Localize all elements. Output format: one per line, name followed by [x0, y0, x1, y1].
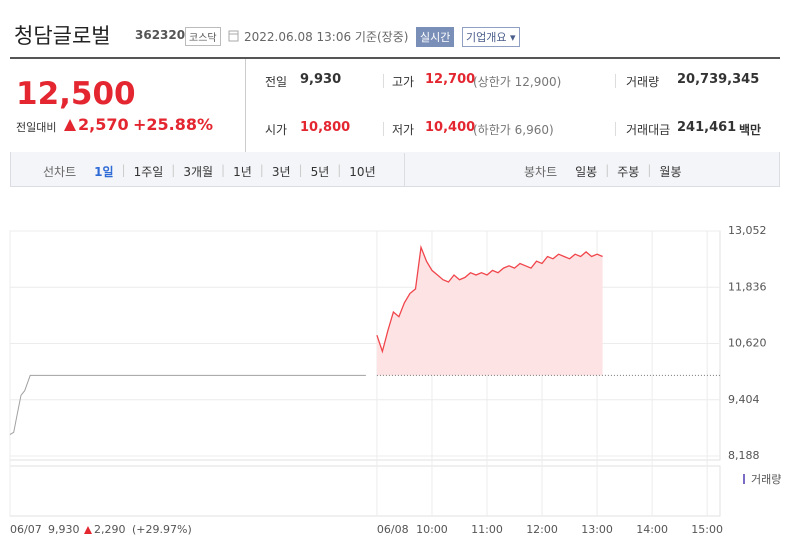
- stat-value: 10,400: [425, 120, 476, 135]
- candle-tabs: 봉차트 일봉 | 주봉 | 월봉: [524, 163, 682, 180]
- line-tabs: 선차트 1일 | 1주일 | 3개월 | 1년 | 3년 | 5년 | 10년: [43, 163, 376, 180]
- tab-group-label: 선차트: [43, 165, 77, 179]
- x-tick-label: 06/07: [10, 523, 42, 536]
- stat-label: 저가: [392, 123, 415, 137]
- volume-frame: [9, 465, 721, 517]
- x-tick-label: 10:00: [416, 523, 448, 536]
- tab-separator: |: [121, 163, 126, 177]
- company-button-label: 기업개요: [466, 31, 507, 44]
- area-fill: [376, 247, 603, 376]
- calendar-icon: [228, 30, 239, 42]
- stat-label: 전일: [265, 75, 288, 89]
- stock-code: 362320: [135, 28, 186, 42]
- y-tick-label: 11,836: [728, 280, 767, 293]
- up-arrow: [64, 119, 76, 131]
- realtime-button[interactable]: 실시간: [416, 27, 455, 47]
- volume-label: 거래량: [751, 473, 781, 486]
- y-tick-label: 9,404: [728, 393, 760, 406]
- stat-value: 12,700: [425, 72, 476, 87]
- company-button[interactable]: 기업개요 ▾: [462, 27, 520, 47]
- market-badge: 코스닥: [185, 27, 221, 46]
- plot-frame: [9, 230, 721, 461]
- stat-value: 20,739,345: [677, 72, 760, 87]
- x-tick-label: 14:00: [636, 523, 668, 536]
- price-line: [9, 374, 366, 436]
- stat-unit: 백만: [739, 123, 762, 137]
- tab-separator: |: [259, 163, 264, 177]
- x-tick-label: 13:00: [581, 523, 613, 536]
- x-tick-label: 12:00: [526, 523, 558, 536]
- tab-bar: [10, 152, 780, 187]
- stat-value: 10,800: [300, 120, 351, 135]
- stat-label: 거래량: [626, 75, 660, 89]
- tab[interactable]: 일봉: [575, 165, 598, 179]
- x-tick-label: 11:00: [471, 523, 503, 536]
- price-line: [376, 244, 603, 354]
- stat-label: 고가: [392, 75, 415, 89]
- prev-close: 9,930: [48, 523, 80, 536]
- tab-separator: |: [647, 163, 652, 177]
- prev-change: 2,290: [94, 523, 126, 536]
- stat-note: (하한가 6,960): [473, 123, 554, 137]
- tab[interactable]: 월봉: [659, 165, 682, 179]
- tab[interactable]: 3년: [271, 165, 291, 179]
- tab-separator: |: [298, 163, 303, 177]
- price: 12,500: [16, 76, 136, 112]
- stat-note: (상한가 12,900): [473, 75, 562, 89]
- tab[interactable]: 10년: [349, 165, 376, 179]
- x-tick-label: 15:00: [691, 523, 723, 536]
- stock-name: 청담글로벌: [14, 24, 111, 48]
- tab-group-label: 봉차트: [524, 165, 558, 179]
- stat-label: 시가: [265, 123, 288, 137]
- y-tick-label: 10,620: [728, 337, 767, 350]
- tab-separator: |: [337, 163, 342, 177]
- stat-value: 9,930: [300, 72, 342, 87]
- y-tick-label: 13,052: [728, 224, 767, 237]
- tab-separator: |: [221, 163, 226, 177]
- tab[interactable]: 5년: [310, 165, 330, 179]
- change: 2,570: [78, 115, 129, 134]
- up-arrow: [84, 526, 92, 534]
- x-tick-label: 06/08: [377, 523, 409, 536]
- y-tick-label: 8,188: [728, 449, 760, 462]
- stat-value: 241,461: [677, 120, 737, 135]
- tab-separator: |: [171, 163, 176, 177]
- timestamp: 2022.06.08 13:06 기준(장중): [244, 30, 409, 44]
- tab[interactable]: 3개월: [183, 165, 214, 179]
- prev-change-pct: (+29.97%): [132, 523, 192, 536]
- change-label: 전일대비: [16, 121, 57, 134]
- tab[interactable]: 주봉: [617, 165, 640, 179]
- tab-separator: |: [605, 163, 610, 177]
- change-pct: +25.88%: [133, 115, 214, 134]
- tab[interactable]: 1년: [233, 165, 252, 179]
- stat-label: 거래대금: [626, 123, 671, 137]
- tab[interactable]: 1일: [94, 165, 114, 179]
- tab[interactable]: 1주일: [133, 165, 164, 179]
